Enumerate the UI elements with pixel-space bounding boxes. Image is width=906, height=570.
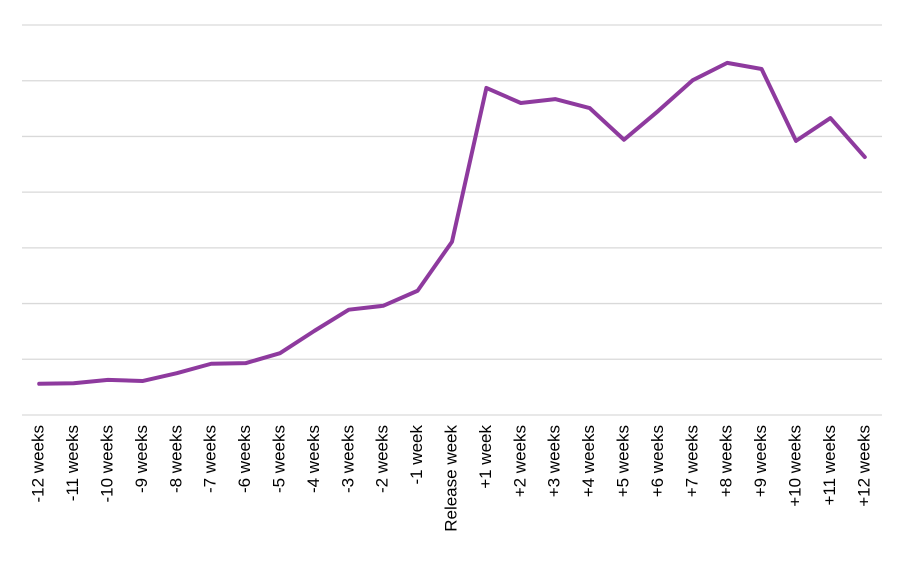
- x-tick-label: -6 weeks: [235, 425, 254, 493]
- x-tick-label: +6 weeks: [648, 425, 667, 497]
- x-tick-label: +4 weeks: [579, 425, 598, 497]
- x-tick-label: -11 weeks: [63, 425, 82, 501]
- x-tick-label: +11 weeks: [820, 425, 839, 505]
- x-tick-label: -9 weeks: [132, 425, 151, 493]
- x-tick-label: +7 weeks: [682, 425, 701, 497]
- x-tick-label: +5 weeks: [613, 425, 632, 497]
- x-tick-label: -5 weeks: [269, 425, 288, 493]
- x-tick-label: -4 weeks: [304, 425, 323, 493]
- data-line: [37, 60, 867, 386]
- x-tick-label: Release week: [441, 425, 460, 532]
- x-tick-label: -2 weeks: [373, 425, 392, 493]
- x-tick-label: +10 weeks: [785, 425, 804, 507]
- x-tick-label: -8 weeks: [166, 425, 185, 493]
- x-tick-label: -7 weeks: [201, 425, 220, 493]
- x-tick-label: +1 week: [476, 425, 495, 489]
- x-tick-label: +8 weeks: [717, 425, 736, 497]
- x-tick-label: -3 weeks: [338, 425, 357, 493]
- x-tick-label: -12 weeks: [29, 425, 48, 502]
- x-tick-label: +3 weeks: [545, 425, 564, 497]
- x-tick-label: +9 weeks: [751, 425, 770, 497]
- x-tick-label: -10 weeks: [97, 425, 116, 502]
- x-tick-label: -1 week: [407, 425, 426, 485]
- x-tick-label: +2 weeks: [510, 425, 529, 497]
- x-tick-label: +12 weeks: [854, 425, 873, 507]
